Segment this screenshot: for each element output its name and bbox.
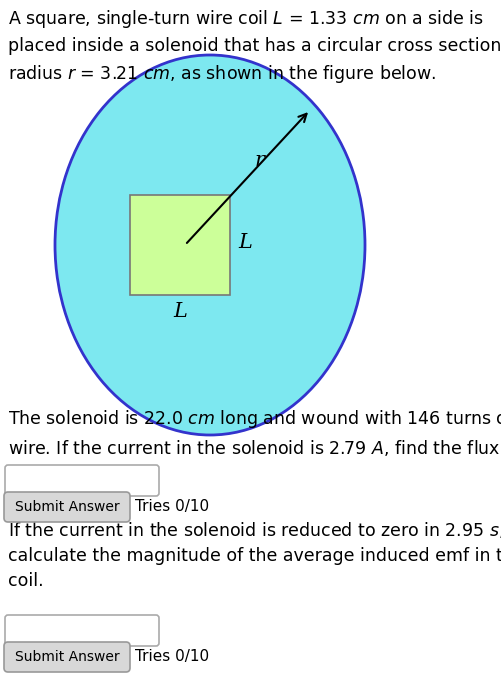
Text: Submit Answer: Submit Answer [15, 650, 119, 664]
FancyBboxPatch shape [5, 615, 159, 646]
FancyBboxPatch shape [5, 465, 159, 496]
FancyBboxPatch shape [4, 642, 130, 672]
Text: Tries 0/10: Tries 0/10 [135, 500, 209, 515]
Ellipse shape [55, 55, 364, 435]
Bar [130, 195, 229, 295]
Text: L: L [173, 302, 186, 321]
FancyBboxPatch shape [4, 492, 130, 522]
Text: r: r [255, 150, 265, 169]
Text: A square, single-turn wire coil $L$ = 1.33 $cm$ on a side is
placed inside a sol: A square, single-turn wire coil $L$ = 1.… [8, 8, 501, 85]
Text: If the current in the solenoid is reduced to zero in 2.95 $s$,
calculate the mag: If the current in the solenoid is reduce… [8, 520, 501, 590]
Text: Submit Answer: Submit Answer [15, 500, 119, 514]
Text: L: L [237, 234, 252, 253]
Text: Tries 0/10: Tries 0/10 [135, 649, 209, 665]
Text: The solenoid is 22.0 $cm$ long and wound with 146 turns of
wire. If the current : The solenoid is 22.0 $cm$ long and wound… [8, 408, 501, 483]
